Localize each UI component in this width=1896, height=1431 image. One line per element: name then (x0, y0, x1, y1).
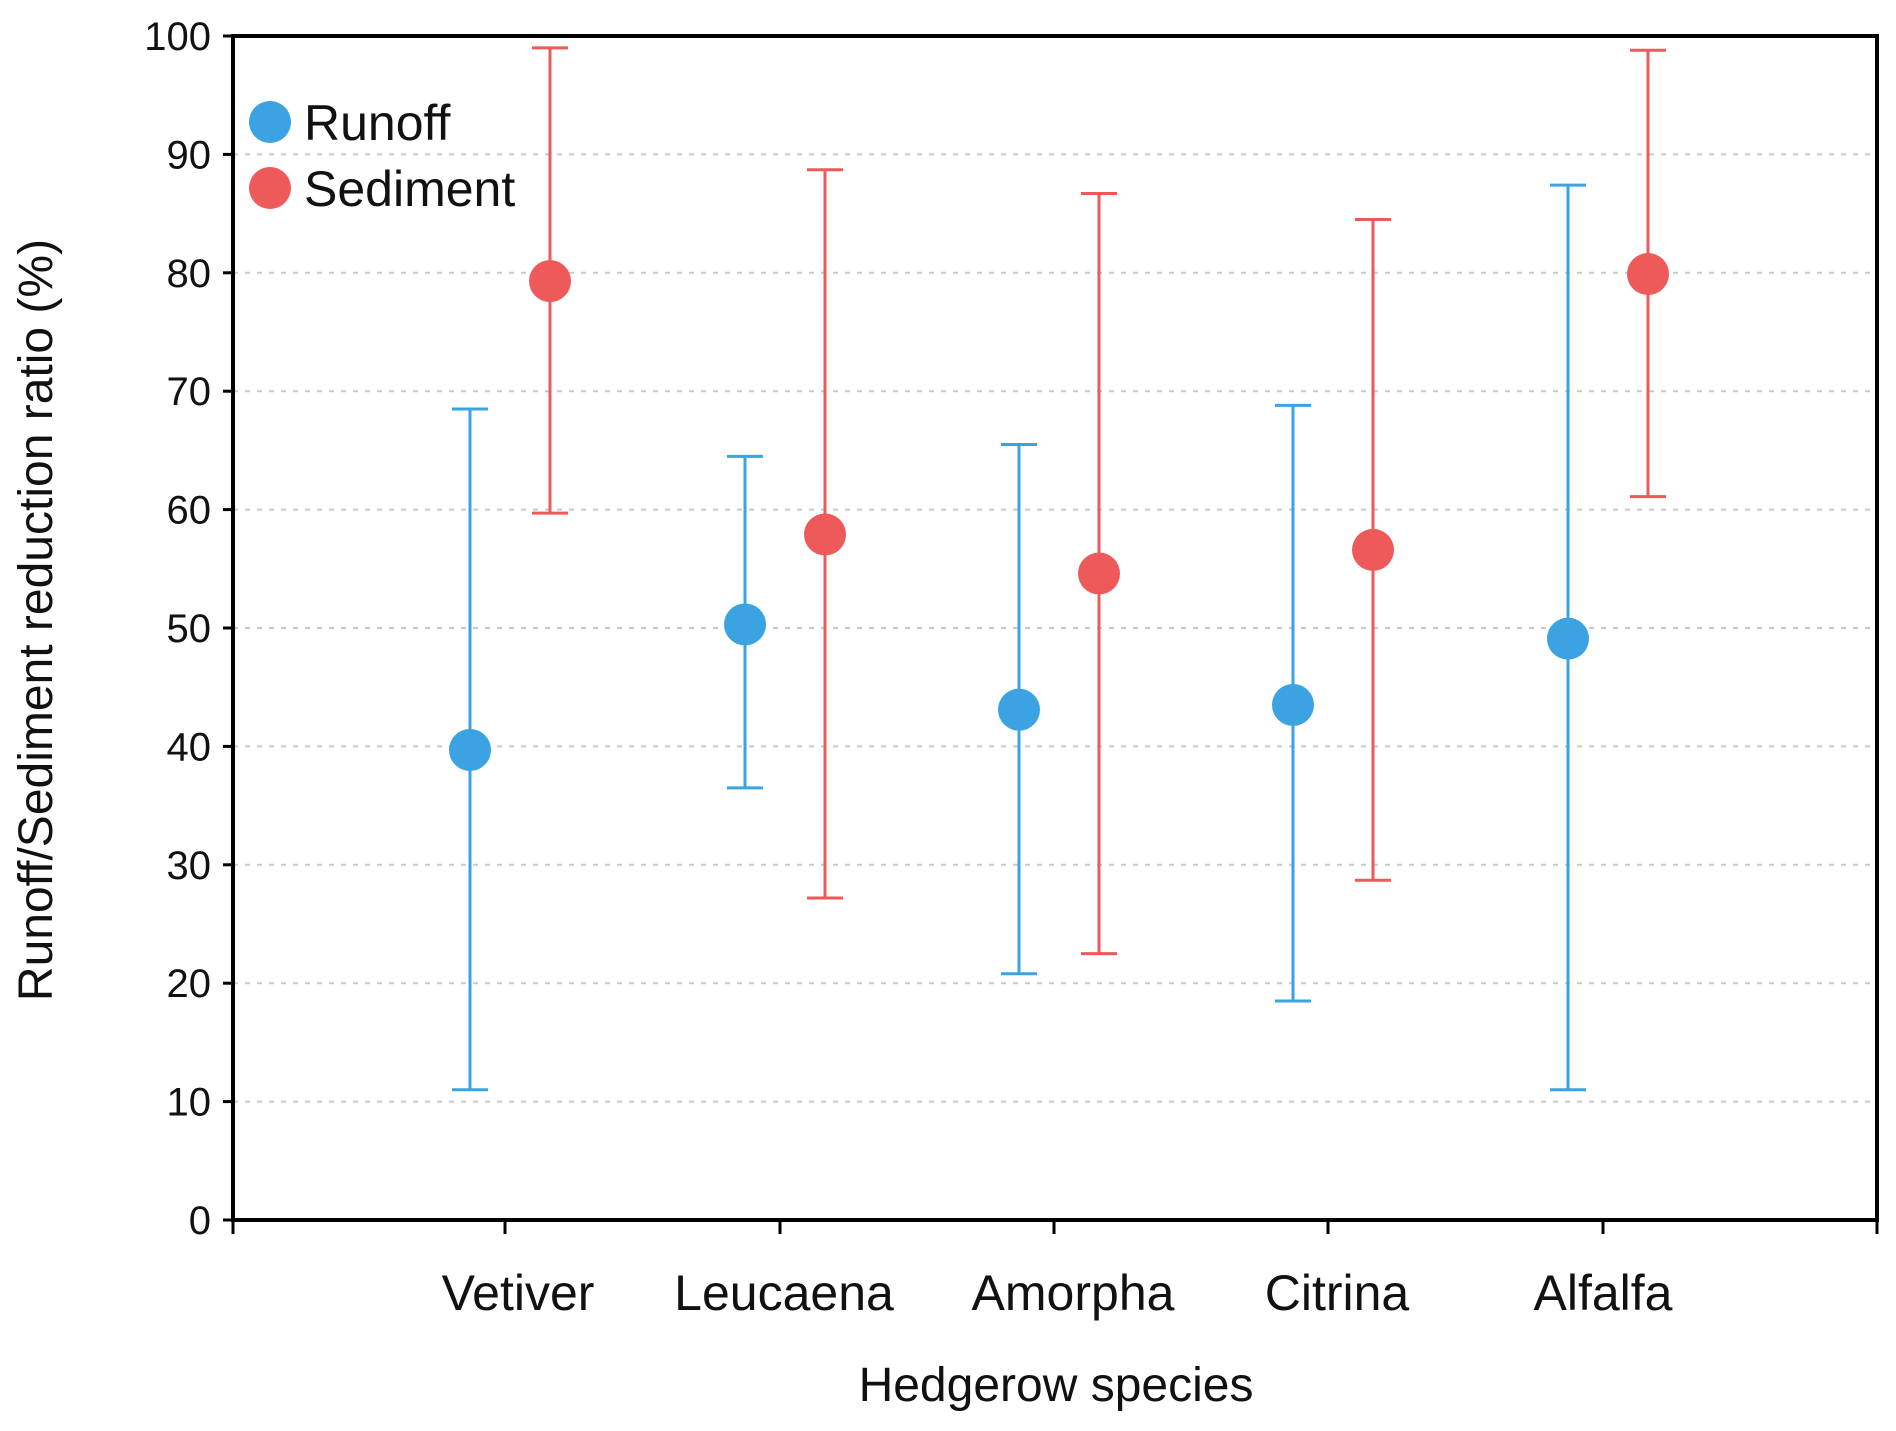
x-axis-title: Hedgerow species (859, 1359, 1254, 1412)
x-tick-label: Leucaena (674, 1265, 894, 1321)
legend-item-sediment: Sediment (249, 161, 515, 217)
series-runoff (449, 183, 1589, 1092)
axes: 0 10 20 30 40 50 60 70 80 90 100 Vetiver Leucaena Amo… (144, 15, 1879, 1321)
x-tick-label: Vetiver (442, 1265, 595, 1321)
x-tick-label: Amorpha (972, 1265, 1175, 1321)
y-tick-label: 40 (167, 725, 212, 769)
legend-label: Runoff (304, 95, 451, 151)
data-point (804, 513, 846, 556)
data-point (1272, 683, 1314, 726)
data-point (1078, 552, 1120, 595)
y-tick-label: 10 (167, 1081, 212, 1125)
series-sediment (529, 46, 1669, 956)
gridlines (233, 153, 1877, 1103)
x-tick-label: Citrina (1265, 1265, 1410, 1321)
legend-item-runoff: Runoff (249, 95, 451, 151)
legend-marker (249, 167, 291, 209)
data-point (1547, 617, 1589, 660)
x-tick-label: Alfalfa (1534, 1265, 1673, 1321)
data-point (1627, 252, 1669, 295)
data-point (998, 688, 1040, 731)
legend-label: Sediment (304, 161, 515, 217)
legend-marker (249, 101, 291, 143)
data-point (529, 260, 571, 303)
y-tick-label: 20 (167, 962, 212, 1006)
y-tick-label: 80 (167, 252, 212, 296)
data-point (724, 603, 766, 646)
y-tick-label: 100 (144, 15, 211, 59)
y-tick-label: 90 (167, 133, 212, 177)
data-point (1352, 528, 1394, 571)
y-tick-label: 50 (167, 607, 212, 651)
data-series (449, 46, 1669, 1092)
y-tick-label: 0 (189, 1199, 211, 1243)
y-tick-label: 30 (167, 844, 212, 888)
y-axis-title: Runoff/Sediment reduction ratio (%) (10, 239, 63, 1001)
y-tick-label: 70 (167, 370, 212, 414)
y-tick-label: 60 (167, 489, 212, 533)
legend: Runoff Sediment (249, 95, 515, 217)
data-point (449, 728, 491, 771)
